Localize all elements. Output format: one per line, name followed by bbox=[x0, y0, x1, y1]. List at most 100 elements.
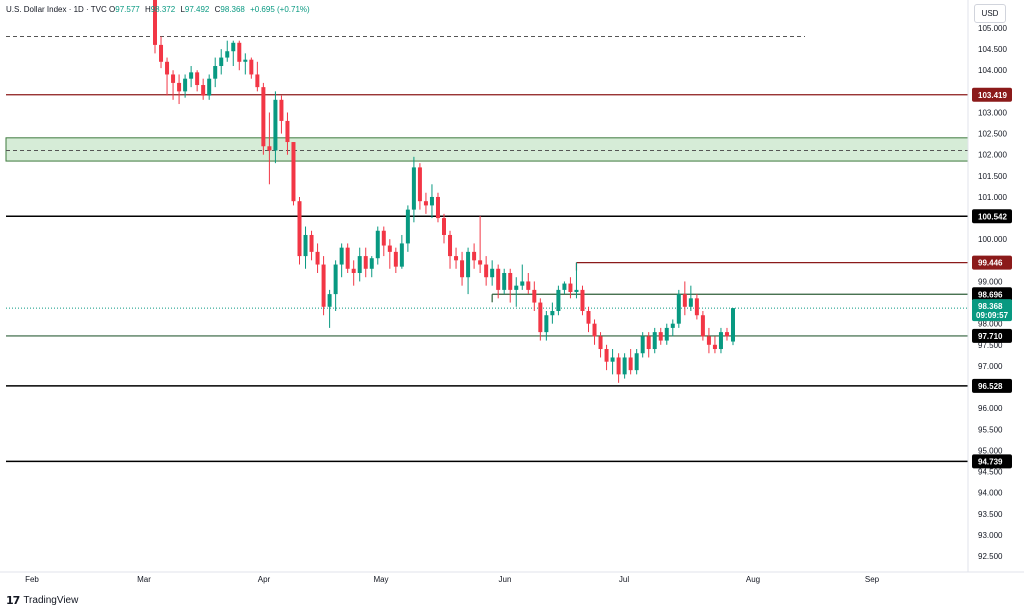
candle-body bbox=[622, 357, 627, 375]
candle-body bbox=[189, 72, 194, 79]
price-tick-label: 97.500 bbox=[978, 341, 1003, 350]
candle-body bbox=[237, 42, 242, 62]
level-tag-label: 97.710 bbox=[978, 332, 1003, 341]
candle-body bbox=[526, 281, 531, 290]
candle-body bbox=[327, 294, 332, 307]
price-tick-label: 100.000 bbox=[978, 235, 1007, 244]
candle-body bbox=[345, 247, 350, 269]
level-tag-label: 96.528 bbox=[978, 382, 1003, 391]
candle-body bbox=[652, 332, 657, 350]
price-tick-label: 94.000 bbox=[978, 489, 1003, 498]
candle-body bbox=[165, 61, 170, 75]
candle-body bbox=[610, 357, 615, 362]
legend-title: U.S. Dollar Index · 1D · TVC bbox=[6, 5, 107, 14]
candle-body bbox=[435, 196, 440, 219]
candle-body bbox=[442, 218, 446, 235]
legend-high-value: 98.372 bbox=[150, 5, 176, 14]
price-tick-label: 93.500 bbox=[978, 510, 1003, 519]
price-axis[interactable]: 105.000104.500104.000103.500103.000102.5… bbox=[967, 0, 1007, 572]
level-tag-bg bbox=[972, 287, 1012, 302]
candle-body bbox=[267, 146, 272, 151]
price-tick-label: 105.000 bbox=[978, 24, 1007, 33]
price-tags: 103.419 100.542 97.710 96.528 94.739 99.446 98… bbox=[972, 87, 1012, 469]
time-tick-label: May bbox=[373, 575, 388, 584]
last-price-tag-bg bbox=[972, 299, 1012, 322]
level-tag-bg bbox=[972, 378, 1012, 393]
tradingview-brand[interactable]: 𝟭𝟳 TradingView bbox=[6, 594, 78, 607]
symbol-legend[interactable]: U.S. Dollar Index · 1D · TVC O97.577 H98… bbox=[6, 5, 310, 14]
price-tick-label: 94.500 bbox=[978, 468, 1003, 477]
level-tag-bg bbox=[972, 454, 1012, 469]
candle-body bbox=[333, 264, 338, 295]
candle-body bbox=[538, 302, 543, 333]
time-tick-label: Feb bbox=[25, 575, 39, 584]
candle-body bbox=[724, 332, 729, 337]
candle-body bbox=[712, 344, 717, 350]
legend-close-label: C bbox=[214, 5, 221, 14]
candle-body bbox=[544, 315, 549, 333]
zone-rect bbox=[5, 137, 969, 162]
currency-button[interactable]: USD bbox=[974, 4, 1006, 23]
candle-body bbox=[532, 289, 537, 303]
candle-body bbox=[309, 234, 314, 252]
candle-body bbox=[339, 247, 344, 265]
level-tag-label: 94.739 bbox=[978, 457, 1003, 466]
candle-body bbox=[484, 264, 489, 278]
candle-body bbox=[195, 72, 200, 86]
price-tick-label: 101.500 bbox=[978, 172, 1007, 181]
candle-body bbox=[321, 264, 326, 307]
candle-body bbox=[658, 332, 663, 341]
candle-body bbox=[243, 59, 248, 62]
price-tick-label: 97.000 bbox=[978, 362, 1003, 371]
candle-body bbox=[460, 260, 465, 278]
candle-body bbox=[363, 256, 368, 269]
candle-body bbox=[183, 78, 188, 92]
legend-high-label: H bbox=[144, 5, 151, 14]
price-tick-label: 99.000 bbox=[978, 277, 1003, 286]
level-tag-bg bbox=[972, 209, 1012, 224]
time-tick-label: Sep bbox=[865, 575, 880, 584]
candle-body bbox=[682, 294, 687, 307]
candle-body bbox=[177, 82, 182, 92]
candle-body bbox=[508, 272, 513, 290]
candle-body bbox=[676, 294, 681, 324]
level-tag-bg bbox=[972, 87, 1012, 102]
candle-body bbox=[454, 256, 459, 261]
candlestick-series bbox=[153, 0, 735, 383]
candle-body bbox=[562, 283, 567, 290]
price-levels bbox=[6, 35, 968, 463]
level-tag-label: 100.542 bbox=[978, 212, 1007, 221]
candle-body bbox=[429, 196, 434, 206]
legend-change: +0.695 (+0.71%) bbox=[250, 5, 310, 14]
candle-body bbox=[219, 57, 224, 67]
candle-body bbox=[628, 357, 633, 371]
time-tick-label: Jul bbox=[619, 575, 629, 584]
candle-body bbox=[231, 42, 236, 52]
last-price-tag-countdown: 09:09:57 bbox=[976, 311, 1009, 320]
candle-body bbox=[574, 289, 579, 292]
candle-body bbox=[604, 349, 609, 362]
candle-body bbox=[472, 251, 477, 261]
candle-body bbox=[297, 201, 302, 257]
level-tag-label: 103.419 bbox=[978, 91, 1007, 100]
candle-body bbox=[279, 99, 284, 121]
price-tick-label: 103.000 bbox=[978, 108, 1007, 117]
price-tick-label: 98.000 bbox=[978, 320, 1003, 329]
candle-body bbox=[171, 74, 176, 83]
candle-body bbox=[616, 357, 621, 375]
price-tick-label: 93.000 bbox=[978, 531, 1003, 540]
level-tag-label: 98.696 bbox=[978, 290, 1003, 299]
candle-body bbox=[423, 201, 428, 206]
price-tick-label: 104.500 bbox=[978, 45, 1007, 54]
time-tick-label: Apr bbox=[258, 575, 271, 584]
candle-body bbox=[351, 268, 356, 273]
candle-body bbox=[159, 44, 164, 62]
candle-body bbox=[315, 251, 320, 265]
candle-body bbox=[490, 268, 495, 278]
price-tick-label: 104.000 bbox=[978, 66, 1007, 75]
candle-body bbox=[417, 167, 422, 202]
candle-body bbox=[586, 311, 591, 324]
time-axis[interactable]: Feb Mar Apr May Jun Jul Aug Sep bbox=[0, 571, 1024, 584]
candle-body bbox=[303, 234, 308, 257]
